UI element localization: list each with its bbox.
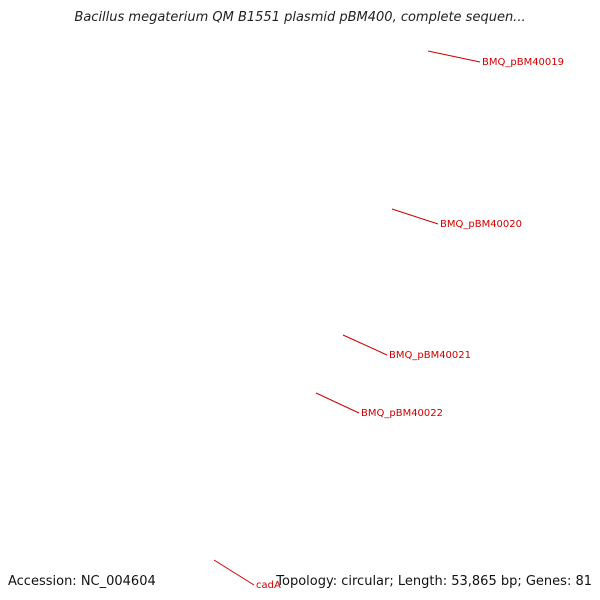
gene-leader-line: [315, 392, 360, 414]
gene-label[interactable]: BMQ_pBM40019: [482, 57, 564, 68]
gene-leader-line: [391, 208, 439, 225]
gene-label[interactable]: cadA: [256, 580, 281, 591]
gene-label[interactable]: BMQ_pBM40021: [389, 350, 471, 361]
gene-leader-line: [427, 50, 481, 63]
topology-text: Topology: circular; Length: 53,865 bp; G…: [276, 574, 592, 589]
map-title: Bacillus megaterium QM B1551 plasmid pBM…: [74, 10, 526, 25]
labels-layer: 15500 bp16000 bp16500 bp17000 bp17500 bp…: [213, 50, 564, 591]
gene-label[interactable]: BMQ_pBM40022: [361, 408, 443, 419]
gene-leader-line: [213, 559, 255, 586]
accession-text: Accession: NC_004604: [8, 574, 156, 589]
gene-leader-line: [342, 334, 388, 356]
gene-label[interactable]: BMQ_pBM40020: [440, 219, 522, 230]
